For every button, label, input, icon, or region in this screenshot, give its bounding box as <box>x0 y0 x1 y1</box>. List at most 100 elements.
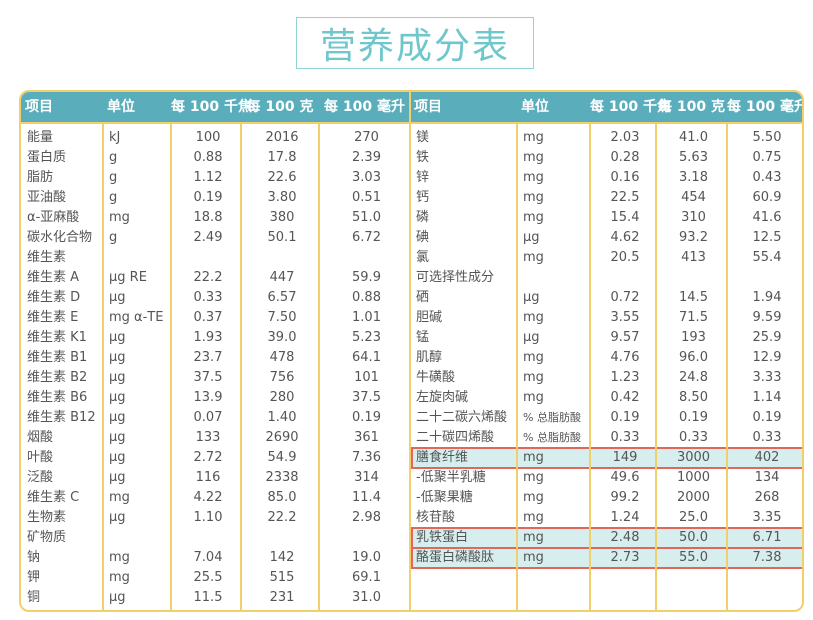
left-cell-per-100kj: 0.37 <box>193 310 223 325</box>
left-cell-per-100ml: 59.9 <box>352 270 381 285</box>
left-cell-unit: μg RE <box>109 270 147 285</box>
left-header-per-100g: 每 100 克 <box>246 99 314 115</box>
right-cell-per-100g <box>658 268 729 288</box>
right-cell-per-100kj: 2.48 <box>610 530 640 545</box>
left-cell-per-100ml <box>321 248 412 268</box>
right-cell-item: 乳铁蛋白 <box>416 530 469 545</box>
left-cell-per-100kj: 100 <box>195 130 221 145</box>
right-cell-per-100kj: 1.24 <box>610 510 640 525</box>
left-cell-unit: g <box>109 190 118 205</box>
right-cell-per-100kj: 20.5 <box>610 250 640 265</box>
left-cell-per-100ml: 0.19 <box>352 410 381 425</box>
right-cell-per-100kj <box>592 268 658 288</box>
left-cell-item: 脂肪 <box>27 170 54 185</box>
left-cell-item: 维生素 B2 <box>27 370 88 385</box>
left-table-row: 维生素 B1 μg 23.7 478 64.1 <box>23 348 410 368</box>
right-cell-item: 二十二碳六烯酸 <box>416 410 508 425</box>
left-cell-per-100kj: 2.49 <box>193 230 223 245</box>
right-cell-unit: mg <box>523 450 544 465</box>
left-cell-per-100kj: 1.10 <box>193 510 223 525</box>
left-cell-per-100ml: 3.03 <box>352 170 381 185</box>
right-cell-per-100g: 5.63 <box>679 150 708 165</box>
right-cell-item: 左旋肉碱 <box>416 390 469 405</box>
left-cell-per-100g: 2016 <box>265 130 299 145</box>
right-cell-per-100kj: 0.19 <box>610 410 640 425</box>
left-cell-per-100ml: 51.0 <box>352 210 381 225</box>
right-cell-item: 膳食纤维 <box>416 450 469 465</box>
left-table-row: 维生素 E mg α-TE 0.37 7.50 1.01 <box>23 308 410 328</box>
right-header-per-100g: 每 100 克 <box>658 99 725 115</box>
left-cell-per-100kj: 133 <box>195 430 221 445</box>
left-cell-per-100ml: 64.1 <box>352 350 381 365</box>
left-cell-per-100kj: 23.7 <box>193 350 223 365</box>
left-cell-unit: μg <box>109 590 126 605</box>
right-cell-per-100ml <box>729 268 802 288</box>
right-cell-per-100g: 0.19 <box>679 410 708 425</box>
right-cell-per-100g: 3000 <box>676 450 711 465</box>
left-cell-per-100kj: 37.5 <box>193 370 223 385</box>
left-cell-per-100ml: 0.88 <box>352 290 381 305</box>
left-cell-per-100kj: 0.88 <box>193 150 223 165</box>
right-cell-item: 锌 <box>416 170 430 185</box>
right-cell-per-100ml: 0.33 <box>752 430 782 445</box>
right-table-row: 乳铁蛋白 mg 2.48 50.0 6.71 <box>411 527 802 549</box>
right-cell-per-100kj: 3.55 <box>610 310 640 325</box>
right-cell-unit: mg <box>523 210 544 225</box>
right-cell-per-100g: 41.0 <box>679 130 708 145</box>
left-header-per-100kj: 每 100 千焦 <box>171 99 252 115</box>
right-cell-item: 锰 <box>416 330 430 345</box>
left-cell-per-100g: 231 <box>269 590 295 605</box>
left-cell-unit: μg <box>109 370 126 385</box>
right-cell-per-100g: 3.18 <box>679 170 708 185</box>
left-cell-per-100ml: 2.98 <box>352 510 381 525</box>
right-cell-per-100ml: 12.9 <box>752 350 782 365</box>
left-cell-item: 蛋白质 <box>27 150 67 165</box>
left-table-row: 维生素 D μg 0.33 6.57 0.88 <box>23 288 410 308</box>
left-header-per-100ml: 每 100 毫升 <box>324 99 405 115</box>
right-cell-item: 硒 <box>416 290 430 305</box>
left-cell-unit: g <box>109 150 118 165</box>
right-cell-per-100ml: 1.14 <box>752 390 782 405</box>
right-cell-per-100ml: 0.75 <box>752 150 782 165</box>
right-cell-unit: μg <box>523 290 540 305</box>
left-cell-per-100g: 2338 <box>265 470 299 485</box>
left-cell-item: 维生素 K1 <box>27 330 87 345</box>
left-cell-per-100g: 2690 <box>265 430 299 445</box>
right-header-per-100ml: 每 100 毫升 <box>727 99 804 115</box>
right-cell-unit: μg <box>523 230 540 245</box>
right-cell-unit: mg <box>523 150 544 165</box>
left-cell-per-100ml: 270 <box>354 130 379 145</box>
left-cell-item: 钾 <box>27 570 41 585</box>
left-cell-unit: μg <box>109 430 126 445</box>
right-cell-unit: mg <box>523 470 544 485</box>
left-cell-item: 维生素 B1 <box>27 350 88 365</box>
right-table-row: 可选择性成分 <box>412 268 802 288</box>
left-cell-per-100g: 478 <box>269 350 295 365</box>
right-cell-per-100kj: 0.28 <box>610 150 640 165</box>
right-cell-per-100ml: 12.5 <box>752 230 782 245</box>
left-cell-per-100g <box>243 528 321 548</box>
right-table-row: 膳食纤维 mg 149 3000 402 <box>411 447 802 469</box>
right-cell-item: 碘 <box>416 230 430 245</box>
right-cell-per-100g: 193 <box>681 330 706 345</box>
column-divider <box>655 124 657 610</box>
left-cell-unit: μg <box>109 470 126 485</box>
left-cell-per-100ml: 37.5 <box>352 390 381 405</box>
left-table-row: 维生素 K1 μg 1.93 39.0 5.23 <box>23 328 410 348</box>
left-cell-per-100ml: 314 <box>354 470 379 485</box>
right-cell-unit: mg <box>523 310 544 325</box>
left-cell-per-100kj <box>173 528 243 548</box>
right-cell-item: 二十碳四烯酸 <box>416 430 495 445</box>
right-cell-unit: mg <box>523 190 544 205</box>
left-table-row: 维生素 B6 μg 13.9 280 37.5 <box>23 388 410 408</box>
right-cell-per-100ml: 3.35 <box>752 510 782 525</box>
left-cell-per-100kj <box>173 248 243 268</box>
right-table-row: 镁 mg 2.03 41.0 5.50 <box>412 128 802 148</box>
left-cell-item: 维生素 A <box>27 270 80 285</box>
left-cell-item: 维生素 D <box>27 290 81 305</box>
left-cell-per-100g: 515 <box>269 570 295 585</box>
right-table-row: 肌醇 mg 4.76 96.0 12.9 <box>412 348 802 368</box>
left-cell-per-100g: 39.0 <box>267 330 297 345</box>
left-cell-unit: mg <box>109 490 130 505</box>
left-cell-item: 维生素 <box>27 250 67 265</box>
